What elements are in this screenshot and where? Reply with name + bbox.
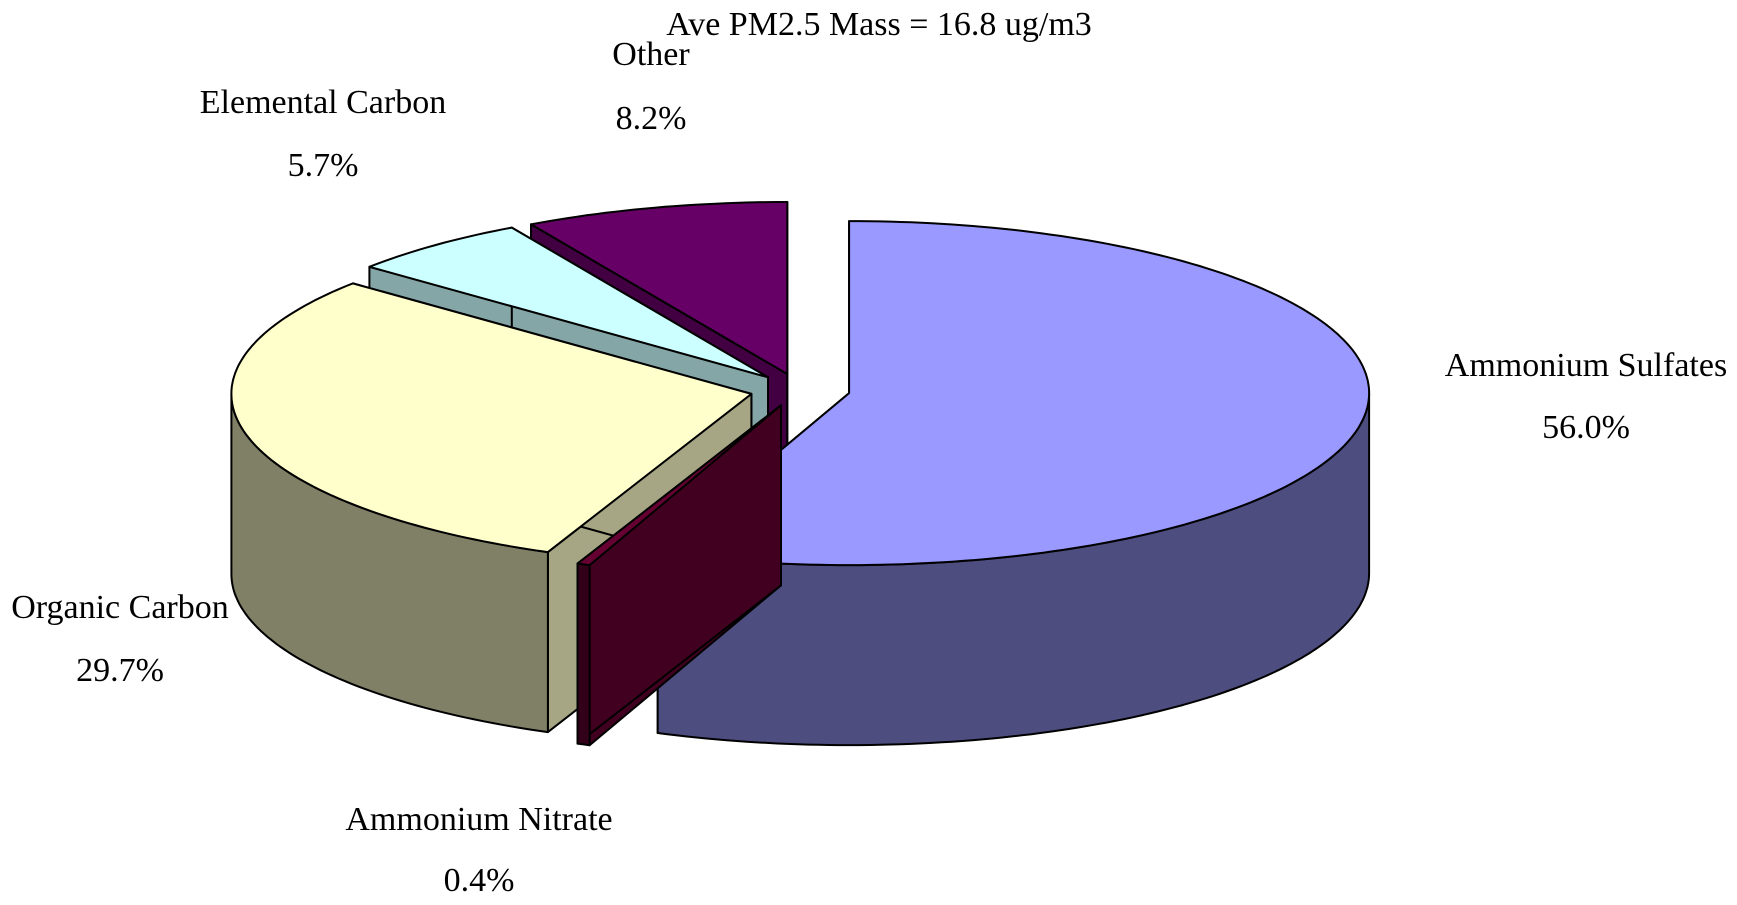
value-label: 8.2% [616,100,687,137]
slice-side [576,562,591,747]
slice-label: Ammonium Nitrate [345,801,612,838]
slice-top [530,201,789,375]
slice [576,404,782,747]
value-label: 0.4% [444,862,515,899]
chart-title: Ave PM2.5 Mass = 16.8 ug/m3 [666,6,1092,43]
value-label: 5.7% [288,147,359,184]
slice-top [576,404,782,567]
slice-top [230,282,753,554]
slice-label: Elemental Carbon [200,84,446,121]
slice-top [368,226,769,379]
value-label: 29.7% [76,652,164,689]
value-label: 56.0% [1542,409,1630,446]
slice-top [656,220,1371,567]
slice-label: Organic Carbon [11,589,228,626]
slice-label: Other [612,36,690,73]
slice-label: Ammonium Sulfates [1445,347,1727,384]
slice [230,282,753,734]
